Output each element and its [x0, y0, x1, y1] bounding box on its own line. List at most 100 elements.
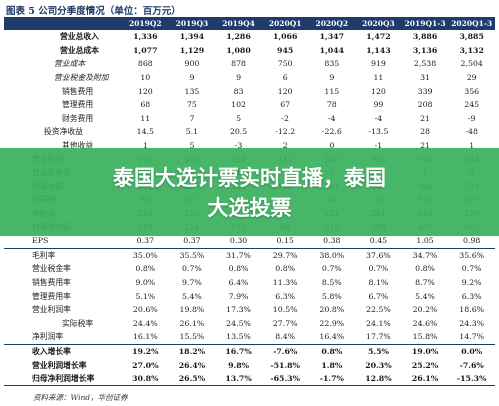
- table-cell: 15.8%: [412, 332, 438, 342]
- table-cell: 5.4%: [415, 291, 435, 301]
- table-cell: -1: [374, 141, 383, 151]
- table-cell: 1,286: [226, 32, 251, 42]
- table-cell: 26.1%: [401, 371, 449, 387]
- table-cell: 20.3%: [365, 360, 392, 370]
- table-cell: -3: [234, 141, 243, 151]
- row-label: 实际税率: [62, 318, 94, 328]
- table-cell: 6.4%: [228, 277, 249, 287]
- row-label: 财务费用: [62, 113, 94, 123]
- table-cell: 8.4%: [275, 332, 296, 342]
- table-cell: -48: [465, 127, 478, 137]
- quarterly-table: 2019Q2 2019Q3 2019Q4 2020Q1 2020Q2 2020Q…: [4, 17, 495, 387]
- table-cell: 0.7%: [368, 264, 389, 274]
- header-cell: 2019Q4: [215, 17, 262, 30]
- table-cell: 20.5: [229, 127, 248, 137]
- table-cell: -4: [374, 113, 383, 123]
- table-cell: -7.6%: [459, 360, 484, 370]
- row-label: 管理费用: [62, 100, 94, 110]
- header-cell: [4, 17, 122, 30]
- table-cell: 18.6%: [459, 305, 485, 315]
- banner-headline: 泰国大选计票实时直播，泰国 大选投票: [0, 148, 499, 223]
- table-row: 营业总收入 1,336 1,394 1,286 1,066 1,347 1,472 3,886…: [4, 30, 495, 44]
- table-cell: 35.0%: [122, 247, 169, 263]
- table-cell: 900: [184, 59, 200, 69]
- table-cell: 0.8%: [228, 264, 249, 274]
- table-row: 营业税金率 0.8% 0.7% 0.8% 0.8% 0.7% 0.7% 0.8% 0.7%: [4, 262, 495, 276]
- table-cell: 9: [236, 73, 242, 83]
- row-label: 归母净利润增长率: [4, 371, 122, 387]
- table-cell: 20.8%: [319, 305, 345, 315]
- header-cell: 2019Q3: [168, 17, 216, 30]
- table-cell: 339: [417, 86, 433, 96]
- table-cell: 26.1%: [179, 318, 205, 328]
- table-cell: 8.5%: [321, 277, 342, 287]
- table-cell: 9.7%: [182, 277, 202, 287]
- table-cell: -4: [328, 113, 336, 123]
- table-cell: 1,394: [179, 32, 205, 42]
- table-cell: 17.3%: [226, 305, 251, 315]
- row-label: 营业利润增长率: [32, 360, 87, 370]
- table-cell: 68: [140, 100, 151, 110]
- table-cell: 0.98: [463, 236, 481, 246]
- table-cell: 1,347: [319, 32, 345, 42]
- table-cell: 1,336: [133, 32, 158, 42]
- table-cell: 18.2%: [168, 343, 216, 359]
- table-row: 营业税金及附加 10 9 9 6 9 11 31 29: [4, 71, 495, 85]
- table-cell: 0.38: [323, 236, 341, 246]
- table-row: 销售费用 120 135 83 120 115 120 339 356: [4, 84, 495, 98]
- table-cell: 750: [277, 59, 293, 69]
- table-cell: 5.4%: [182, 291, 202, 301]
- table-row: 管理费用率 5.1% 5.4% 7.9% 6.3% 5.8% 6.7% 5.4% 6.3%: [4, 289, 495, 303]
- table-cell: 868: [137, 59, 153, 69]
- table-row: EPS 0.37 0.37 0.30 0.15 0.38 0.45 1.05 0.98: [4, 234, 495, 248]
- table-cell: 1.8%: [321, 360, 343, 370]
- table-cell: 0.8%: [415, 264, 435, 274]
- table-cell: 0.8%: [308, 343, 356, 359]
- table-cell: 6.3%: [461, 291, 482, 301]
- table-cell: 7.9%: [228, 291, 249, 301]
- table-cell: 1,044: [319, 45, 345, 55]
- table-cell: 5: [189, 141, 195, 151]
- table-cell: 29.7%: [261, 247, 309, 263]
- table-cell: 208: [417, 100, 433, 110]
- table-row: 营业总成本 1,077 1,129 1,080 945 1,044 1,143 3,136 3,…: [4, 44, 495, 58]
- table-cell: 1,129: [179, 45, 205, 55]
- table-cell: 78: [326, 100, 337, 110]
- table-cell: 3,886: [412, 32, 438, 42]
- table-cell: 11.3%: [272, 277, 298, 287]
- table-cell: 22.9%: [319, 318, 345, 328]
- row-label: 营业总收入: [60, 32, 99, 42]
- table-cell: 1.05: [416, 236, 434, 246]
- table-cell: 0.7%: [182, 264, 202, 274]
- table-cell: -12.2: [275, 127, 296, 137]
- table-row: 销售费用率 9.0% 9.7% 6.4% 11.3% 8.5% 8.1% 8.7% 9.2%: [4, 276, 495, 290]
- table-cell: 35.5%: [168, 247, 216, 263]
- table-cell: 9: [189, 73, 195, 83]
- table-cell: 99: [373, 100, 384, 110]
- table-cell: 16.4%: [319, 332, 345, 342]
- row-label: 净利润率: [32, 332, 64, 342]
- table-cell: 1,066: [272, 32, 298, 42]
- table-cell: 945: [277, 45, 294, 55]
- table-cell: -2: [281, 113, 289, 123]
- table-cell: 22.5%: [366, 305, 391, 315]
- table-cell: -9: [467, 113, 476, 123]
- table-cell: 1,143: [366, 45, 391, 55]
- table-cell: 5: [236, 113, 242, 123]
- table-cell: 835: [324, 59, 340, 69]
- table-cell: 0.37: [183, 236, 201, 246]
- table-cell: 120: [137, 86, 153, 96]
- table-cell: 120: [370, 86, 386, 96]
- table-cell: 14.5: [136, 127, 154, 137]
- table-cell: 26.4%: [178, 360, 206, 370]
- table-cell: 0.30: [229, 236, 248, 246]
- table-row: 投资净收益 14.5 5.1 20.5 -12.2 -22.6 -13.5 28 -48: [4, 125, 495, 139]
- table-cell: 245: [464, 100, 480, 110]
- table-cell: 135: [184, 86, 200, 96]
- table-cell: 2: [282, 141, 288, 151]
- table-cell: 0.8%: [135, 264, 156, 274]
- table-cell: 27.7%: [272, 318, 298, 328]
- table-cell: 17.7%: [366, 332, 391, 342]
- table-cell: 24.1%: [366, 318, 391, 328]
- table-cell: 29: [466, 73, 477, 83]
